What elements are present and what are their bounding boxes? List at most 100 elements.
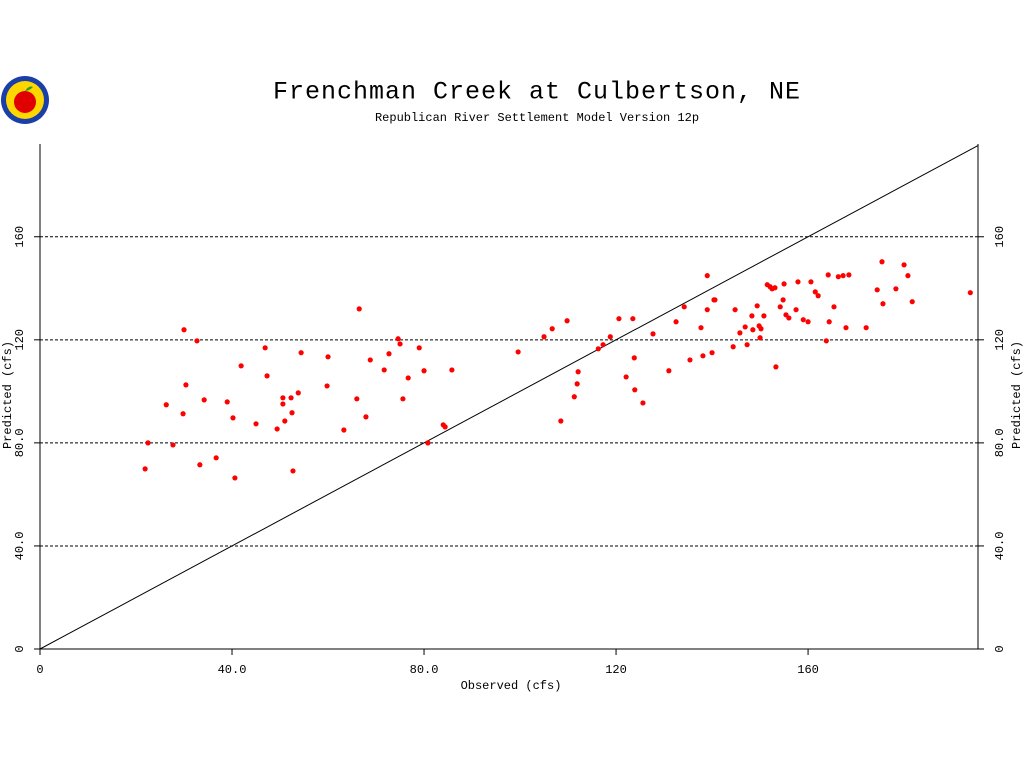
point xyxy=(515,349,521,355)
point xyxy=(213,455,219,461)
point xyxy=(363,414,369,420)
point xyxy=(142,466,148,472)
point xyxy=(400,396,406,402)
point xyxy=(773,364,779,370)
point xyxy=(230,415,236,421)
point xyxy=(742,324,748,330)
point xyxy=(298,350,304,356)
point xyxy=(831,304,837,310)
point xyxy=(571,394,577,400)
point xyxy=(264,373,270,379)
point xyxy=(616,316,622,322)
y2-tick-label: 80.0 xyxy=(993,428,1007,457)
point xyxy=(825,272,831,278)
point xyxy=(800,317,806,323)
point xyxy=(874,287,880,293)
point xyxy=(835,274,841,280)
point xyxy=(730,344,736,350)
point xyxy=(549,326,555,332)
point xyxy=(737,330,743,336)
point xyxy=(758,326,764,332)
point xyxy=(650,331,656,337)
point xyxy=(757,335,763,341)
point xyxy=(901,262,907,268)
point xyxy=(744,342,750,348)
point xyxy=(772,285,778,291)
point xyxy=(324,383,330,389)
y-tick-label: 160 xyxy=(13,226,27,248)
point xyxy=(687,357,693,363)
point xyxy=(224,399,230,405)
y2-tick-label: 120 xyxy=(993,329,1007,351)
point xyxy=(274,426,280,432)
point xyxy=(232,475,238,481)
chart-title: Frenchman Creek at Culbertson, NE xyxy=(273,78,801,107)
point xyxy=(145,440,151,446)
point xyxy=(289,410,295,416)
point xyxy=(600,342,606,348)
point xyxy=(238,363,244,369)
y-tick-label: 120 xyxy=(13,329,27,351)
logo xyxy=(1,76,49,124)
point xyxy=(282,418,288,424)
point xyxy=(666,368,672,374)
point xyxy=(749,313,755,319)
y2-tick-label: 40.0 xyxy=(993,532,1007,561)
point xyxy=(564,318,570,324)
point xyxy=(541,334,547,340)
point xyxy=(754,303,760,309)
point xyxy=(630,316,636,322)
point xyxy=(201,397,207,403)
point xyxy=(632,387,638,393)
point xyxy=(262,345,268,351)
point xyxy=(812,289,818,295)
point xyxy=(449,367,455,373)
point xyxy=(421,368,427,374)
point xyxy=(416,345,422,351)
point xyxy=(595,346,601,352)
point xyxy=(843,325,849,331)
x-tick-label: 80.0 xyxy=(410,663,439,677)
y-tick-label: 0 xyxy=(13,645,27,652)
point xyxy=(640,400,646,406)
point xyxy=(793,307,799,313)
x-tick-label: 120 xyxy=(605,663,627,677)
point xyxy=(163,402,169,408)
point xyxy=(704,273,710,279)
point xyxy=(815,293,821,299)
point xyxy=(909,299,915,305)
point xyxy=(405,375,411,381)
point xyxy=(290,468,296,474)
point xyxy=(805,319,811,325)
point xyxy=(777,304,783,310)
point xyxy=(808,279,814,285)
point xyxy=(681,304,687,310)
point xyxy=(732,307,738,313)
point xyxy=(761,313,767,319)
point xyxy=(197,462,203,468)
point xyxy=(698,325,704,331)
point xyxy=(575,369,581,375)
x-tick-label: 160 xyxy=(797,663,819,677)
point xyxy=(967,290,973,296)
point xyxy=(623,374,629,380)
point xyxy=(341,427,347,433)
x-tick-label: 40.0 xyxy=(218,663,247,677)
point xyxy=(367,357,373,363)
point xyxy=(780,297,786,303)
point xyxy=(879,259,885,265)
point xyxy=(288,395,294,401)
chart-subtitle: Republican River Settlement Model Versio… xyxy=(375,111,699,125)
x-tick-label: 0 xyxy=(36,663,43,677)
point xyxy=(905,273,911,279)
point xyxy=(846,272,852,278)
point xyxy=(558,418,564,424)
y2-axis-label: Predicted (cfs) xyxy=(1010,341,1024,449)
point xyxy=(280,395,286,401)
point xyxy=(574,381,580,387)
point xyxy=(170,442,176,448)
point xyxy=(356,306,362,312)
y-tick-label: 80.0 xyxy=(13,428,27,457)
y-axis-label: Predicted (cfs) xyxy=(1,341,15,449)
